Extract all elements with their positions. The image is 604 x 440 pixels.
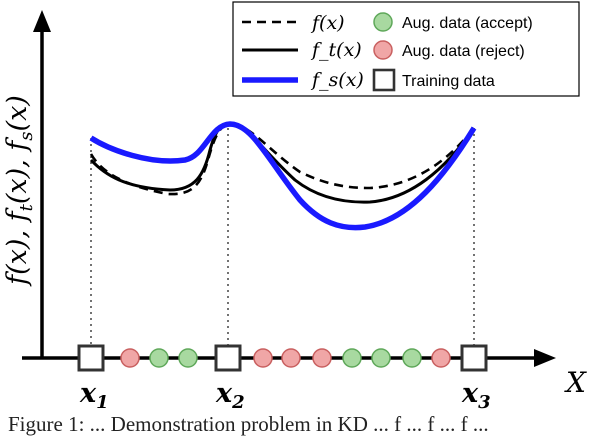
training-point-1	[77, 344, 105, 372]
aug-point-reject	[281, 348, 301, 368]
legend: f(x) f_t(x) f_s(x) Aug. data (accept) Au…	[232, 1, 580, 97]
legend-label-f: f(x)	[310, 12, 345, 34]
training-point-2	[214, 344, 242, 372]
x-tick-label-1: x1	[79, 378, 109, 412]
aug-point-accept	[149, 348, 169, 368]
training-point-3	[460, 344, 488, 372]
x-axis-arrow-icon	[534, 349, 556, 367]
aug-point-reject	[253, 348, 273, 368]
y-label-part: f(x), f	[2, 207, 33, 286]
x-tick-label-3: x3	[461, 378, 491, 412]
aug-point-accept	[178, 348, 198, 368]
y-label-part: (x)	[2, 95, 33, 131]
y-axis-label: f(x), ft(x), fs(x)	[2, 95, 37, 287]
y-label-sub-t: t	[16, 203, 37, 211]
aug-point-accept	[371, 348, 391, 368]
aug-point-accept	[402, 348, 422, 368]
aug-point-accept	[342, 348, 362, 368]
curve-fs-thick	[89, 121, 477, 231]
y-label-part: (x), f	[2, 137, 33, 204]
legend-marker-accept-icon	[373, 12, 393, 32]
legend-label-accept: Aug. data (accept)	[402, 15, 533, 32]
figure-caption: Figure 1: ... Demonstration problem in K…	[8, 412, 489, 436]
x-axis-label: X	[564, 366, 587, 399]
legend-marker-reject-icon	[373, 40, 393, 60]
diagram-canvas: f(x), ft(x), fs(x) X x1 x2 x3 f(x) f_t(x…	[2, 1, 587, 412]
aug-point-reject	[312, 348, 332, 368]
aug-point-reject	[120, 348, 140, 368]
legend-label-ft: f_t(x)	[310, 39, 362, 61]
x-tick-label-2: x2	[215, 378, 245, 412]
legend-label-training: Training data	[402, 73, 495, 90]
x-points	[77, 344, 488, 372]
legend-label-reject: Aug. data (reject)	[402, 43, 525, 60]
aug-point-reject	[431, 348, 451, 368]
y-label-sub-s: s	[16, 131, 37, 140]
y-axis-arrow-icon	[33, 10, 51, 32]
legend-marker-training-icon	[372, 68, 396, 92]
curve-ft-solid	[89, 122, 476, 204]
legend-label-fs: f_s(x)	[310, 69, 364, 91]
